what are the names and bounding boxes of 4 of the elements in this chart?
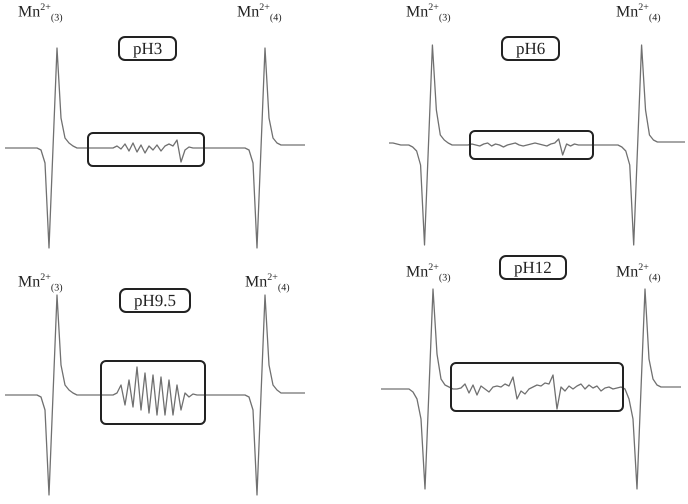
chart-title: pH3 [133,39,162,58]
chart-title: pH6 [516,39,546,58]
chart-title: pH12 [514,258,552,277]
chart-title: pH9.5 [134,291,176,310]
